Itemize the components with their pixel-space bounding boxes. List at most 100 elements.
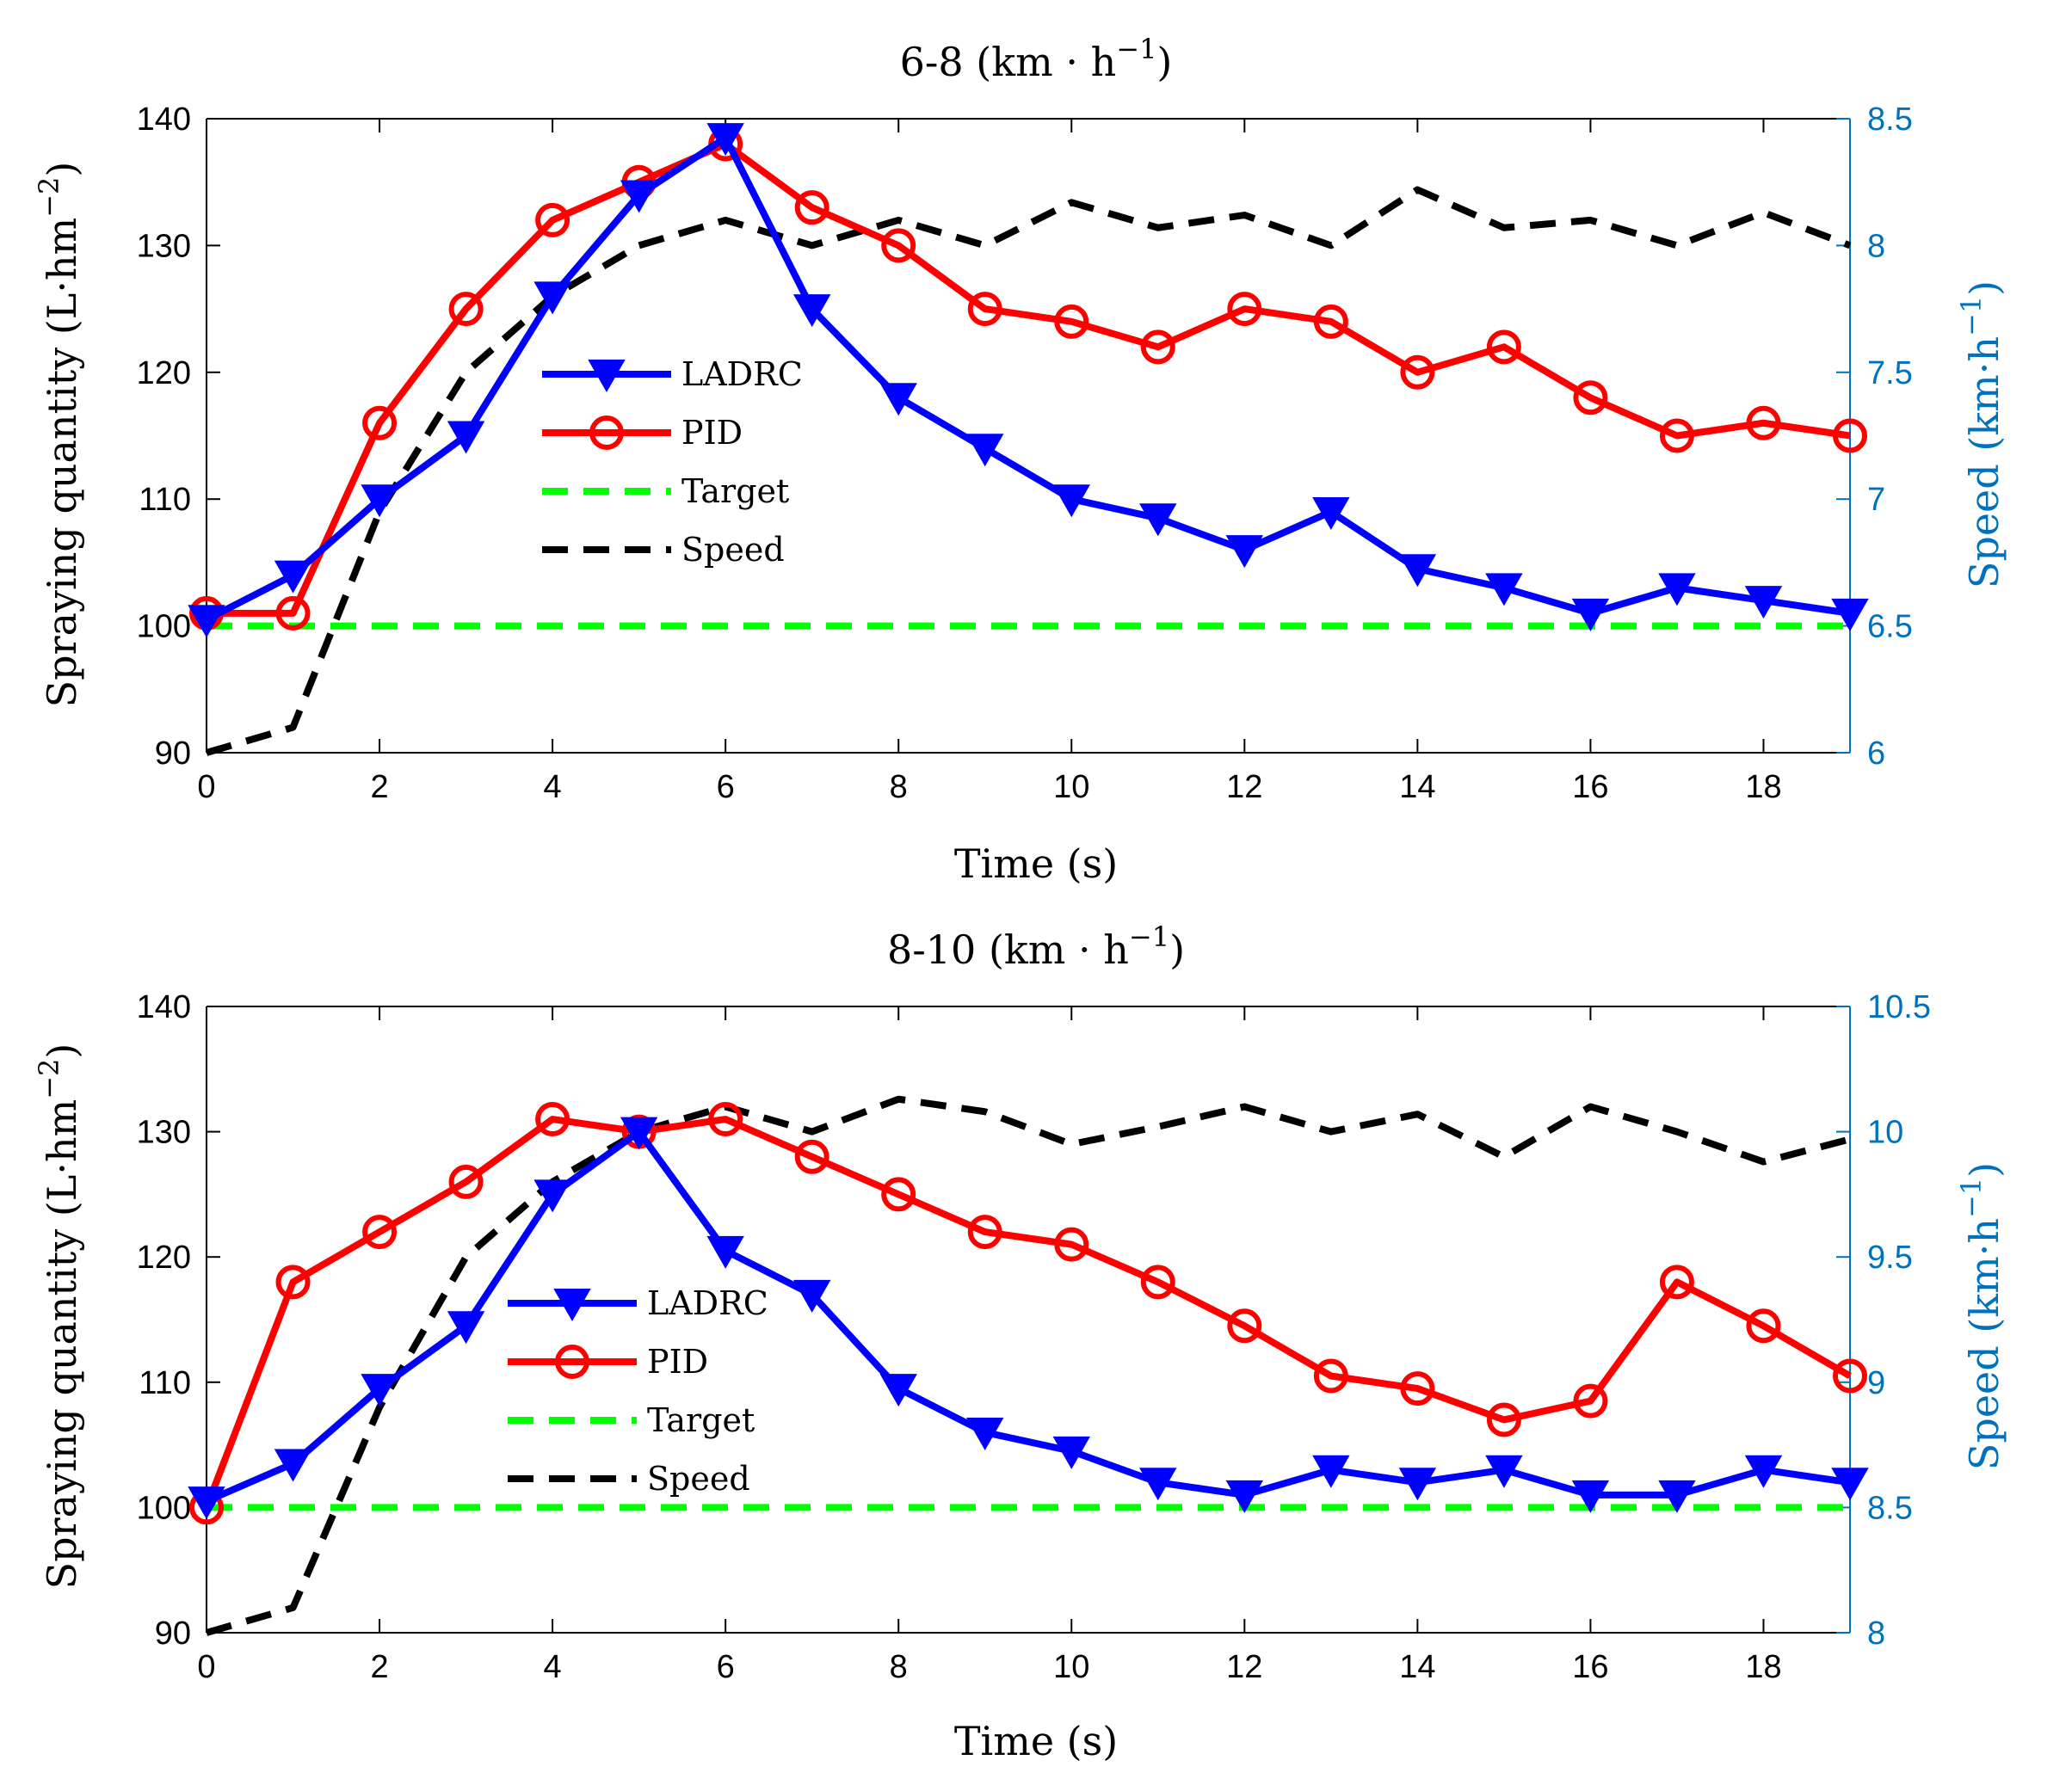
data-point-ladrc [447,421,485,454]
x-tick-label: 16 [1572,769,1608,805]
data-point-ladrc [1225,535,1264,569]
data-point-pid [1746,1308,1781,1344]
y2-tick-label: 7 [1867,482,1885,518]
data-point-ladrc [1485,1455,1523,1488]
data-point-ladrc [1139,503,1177,537]
y2-tick-label: 7.5 [1867,355,1913,391]
series-line-ladrc [205,134,1851,623]
y-tick-label: 130 [137,228,191,264]
series-line-pid [207,140,1851,617]
y-tick-label: 120 [137,355,191,391]
x-tick-label: 8 [890,1649,908,1685]
data-point-ladrc [1312,496,1350,530]
data-point-pid [1659,418,1694,453]
data-point-ladrc [1398,554,1437,588]
data-point-ladrc [1831,1468,1869,1501]
x-tick-label: 4 [544,1649,562,1685]
data-point-ladrc [1658,1480,1696,1513]
data-point-pid [1486,1402,1521,1437]
data-point-ladrc [620,180,658,213]
legend-label-speed: Speed [647,1460,750,1498]
data-point-ladrc [706,1235,744,1269]
x-tick-label: 4 [544,769,562,805]
series-line-ladrc [205,1128,1851,1505]
y2-tick-label: 9 [1867,1365,1885,1401]
data-point-pid [794,190,829,225]
data-point-ladrc [533,281,571,315]
y-tick-label: 140 [137,989,191,1025]
x-tick-label: 10 [1053,1649,1089,1685]
y2-tick-label: 10.5 [1867,989,1931,1025]
data-point-pid [967,1215,1002,1250]
y2-tick-label: 6 [1867,735,1885,772]
x-tick-label: 2 [370,1649,388,1685]
data-point-ladrc [361,484,398,518]
y2-tick-label: 8 [1867,228,1885,264]
legend-label-pid: PID [681,414,743,452]
y2-tick-label: 9.5 [1867,1240,1913,1276]
data-point-pid [1140,329,1175,365]
x-tick-label: 0 [197,1649,215,1685]
data-point-ladrc [1398,1468,1437,1501]
y-tick-label: 100 [137,609,191,645]
data-point-ladrc [274,1449,312,1482]
data-point-pid [1054,304,1089,339]
legend-marker-pid [589,415,624,450]
data-point-ladrc [1744,1455,1783,1488]
data-point-pid [881,1177,916,1212]
data-point-pid [1400,1371,1435,1406]
data-point-ladrc [361,1374,398,1407]
data-point-ladrc [447,1311,485,1345]
legend: LADRC PID Target Speed [508,1284,768,1498]
x-tick-label: 18 [1745,1649,1781,1685]
data-point-pid [1054,1227,1089,1262]
y-tick-label: 130 [137,1115,191,1151]
data-point-pid [967,292,1002,327]
data-point-pid [1140,1265,1175,1300]
legend-label-target: Target [647,1401,755,1439]
data-point-pid [448,1164,484,1199]
data-point-ladrc [533,1179,571,1213]
y2-axis-label: Speed (km·h−1) [1955,280,2007,588]
data-point-pid [448,292,484,327]
data-point-pid [1313,1358,1348,1394]
data-point-ladrc [966,434,1004,467]
data-point-ladrc [1831,598,1869,631]
data-point-ladrc [792,294,831,328]
data-point-ladrc [1225,1480,1264,1513]
x-tick-label: 12 [1226,769,1262,805]
data-point-ladrc [1658,573,1696,606]
data-point-ladrc [879,1374,917,1407]
x-tick-label: 0 [197,769,215,805]
chart-title: 6-8 (km · h−1) [900,33,1173,85]
x-tick-label: 6 [717,769,735,805]
data-point-ladrc [1485,573,1523,606]
series-line-speed [205,186,1852,756]
data-point-ladrc [1571,598,1610,631]
data-point-ladrc [1571,1480,1610,1513]
data-point-ladrc [1744,586,1783,619]
data-point-pid [1833,1358,1867,1394]
data-point-ladrc [620,1117,658,1150]
data-point-ladrc [879,383,917,416]
data-point-ladrc [706,123,744,157]
data-point-ladrc [1312,1455,1350,1488]
data-point-pid [1833,418,1867,453]
y-tick-label: 110 [139,1365,191,1401]
data-point-pid [1313,304,1348,339]
y2-tick-label: 8.5 [1867,102,1913,138]
data-point-ladrc [188,1486,225,1520]
data-point-pid [1227,292,1262,327]
legend: LADRC PID Target Speed [542,355,803,569]
y-tick-label: 100 [137,1490,191,1526]
y2-tick-label: 10 [1867,1115,1903,1151]
data-point-pid [1486,329,1521,365]
legend-label-speed: Speed [681,531,785,569]
legend-marker-ladrc [553,1289,591,1322]
legend-label-ladrc: LADRC [681,355,803,393]
data-point-pid [275,595,311,631]
y-tick-label: 110 [139,482,191,518]
y-tick-label: 90 [155,735,191,772]
y-tick-label: 90 [155,1616,191,1652]
